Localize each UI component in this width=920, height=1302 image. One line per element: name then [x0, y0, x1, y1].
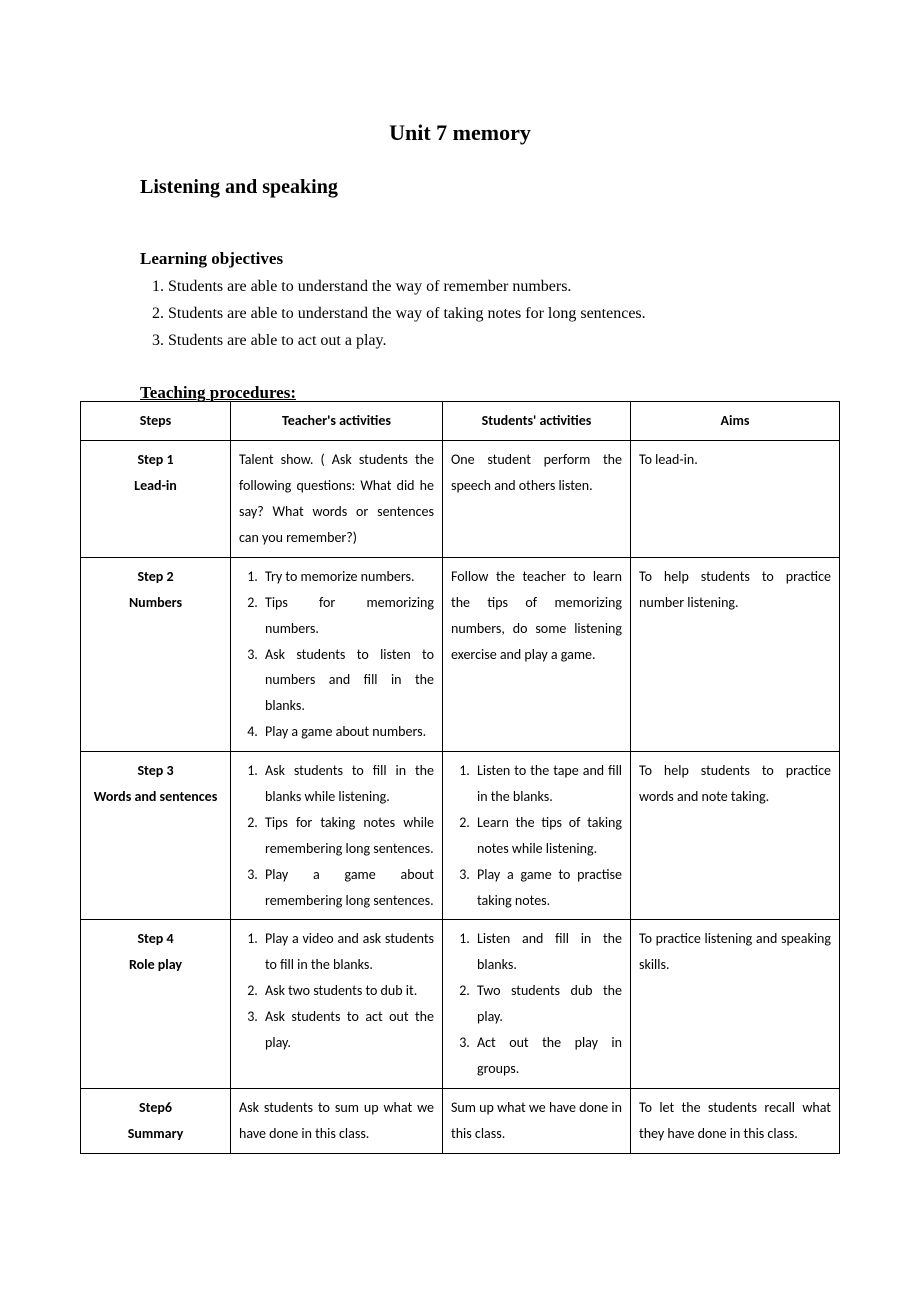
list-item: Two students dub the play.: [473, 978, 622, 1030]
students-cell: One student perform the speech and other…: [443, 441, 631, 558]
teacher-cell: Try to memorize numbers. Tips for memori…: [231, 557, 443, 751]
step-cell: Step 3 Words and sentences: [81, 752, 231, 920]
aims-cell: To help students to practice number list…: [631, 557, 840, 751]
step-name: Role play: [89, 952, 222, 978]
students-cell: Listen to the tape and fill in the blank…: [443, 752, 631, 920]
step-cell: Step 1 Lead-in: [81, 441, 231, 558]
procedures-heading: Teaching procedures:: [140, 383, 840, 403]
list-item: Play a video and ask students to fill in…: [261, 926, 434, 978]
students-cell: Follow the teacher to learn the tips of …: [443, 557, 631, 751]
table-row: Step6 Summary Ask students to sum up wha…: [81, 1088, 840, 1153]
aims-cell: To let the students recall what they hav…: [631, 1088, 840, 1153]
list-item: Play a game about remembering long sente…: [261, 862, 434, 914]
students-cell: Sum up what we have done in this class.: [443, 1088, 631, 1153]
step-number: Step6: [89, 1095, 222, 1121]
table-row: Step 4 Role play Play a video and ask st…: [81, 920, 840, 1088]
objective-item: Students are able to understand the way …: [168, 275, 840, 300]
step-name: Summary: [89, 1121, 222, 1147]
table-row: Step 2 Numbers Try to memorize numbers. …: [81, 557, 840, 751]
aims-cell: To help students to practice words and n…: [631, 752, 840, 920]
unit-title: Unit 7 memory: [80, 120, 840, 146]
step-number: Step 4: [89, 926, 222, 952]
teacher-cell: Ask students to sum up what we have done…: [231, 1088, 443, 1153]
objective-item: Students are able to act out a play.: [168, 329, 840, 354]
list-item: Listen to the tape and fill in the blank…: [473, 758, 622, 810]
list-item: Tips for taking notes while remembering …: [261, 810, 434, 862]
list-item: Play a game to practise taking notes.: [473, 862, 622, 914]
step-cell: Step6 Summary: [81, 1088, 231, 1153]
students-list: Listen to the tape and fill in the blank…: [451, 758, 622, 913]
step-cell: Step 2 Numbers: [81, 557, 231, 751]
step-number: Step 3: [89, 758, 222, 784]
step-name: Lead-in: [89, 473, 222, 499]
header-teacher: Teacher's activities: [231, 402, 443, 441]
step-number: Step 2: [89, 564, 222, 590]
list-item: Ask students to listen to numbers and fi…: [261, 642, 434, 720]
list-item: Try to memorize numbers.: [261, 564, 434, 590]
teacher-cell: Play a video and ask students to fill in…: [231, 920, 443, 1088]
teacher-list: Try to memorize numbers. Tips for memori…: [239, 564, 434, 745]
list-item: Act out the play in groups.: [473, 1030, 622, 1082]
list-item: Play a game about numbers.: [261, 719, 434, 745]
table-header-row: Steps Teacher's activities Students' act…: [81, 402, 840, 441]
header-aims: Aims: [631, 402, 840, 441]
list-item: Ask two students to dub it.: [261, 978, 434, 1004]
step-name: Words and sentences: [89, 784, 222, 810]
objective-item: Students are able to understand the way …: [168, 302, 840, 327]
teacher-list: Ask students to fill in the blanks while…: [239, 758, 434, 913]
list-item: Listen and fill in the blanks.: [473, 926, 622, 978]
students-list: Listen and fill in the blanks. Two stude…: [451, 926, 622, 1081]
list-item: Ask students to act out the play.: [261, 1004, 434, 1056]
header-steps: Steps: [81, 402, 231, 441]
step-name: Numbers: [89, 590, 222, 616]
teacher-list: Play a video and ask students to fill in…: [239, 926, 434, 1055]
document-page: Unit 7 memory Listening and speaking Lea…: [0, 0, 920, 1302]
section-title: Listening and speaking: [140, 176, 840, 199]
table-row: Step 1 Lead-in Talent show. ( Ask studen…: [81, 441, 840, 558]
list-item: Ask students to fill in the blanks while…: [261, 758, 434, 810]
objectives-heading: Learning objectives: [140, 249, 840, 269]
header-students: Students' activities: [443, 402, 631, 441]
teacher-cell: Ask students to fill in the blanks while…: [231, 752, 443, 920]
table-row: Step 3 Words and sentences Ask students …: [81, 752, 840, 920]
list-item: Learn the tips of taking notes while lis…: [473, 810, 622, 862]
step-number: Step 1: [89, 447, 222, 473]
objectives-list: Students are able to understand the way …: [140, 275, 840, 353]
step-cell: Step 4 Role play: [81, 920, 231, 1088]
list-item: Tips for memorizing numbers.: [261, 590, 434, 642]
procedures-table: Steps Teacher's activities Students' act…: [80, 401, 840, 1153]
aims-cell: To practice listening and speaking skill…: [631, 920, 840, 1088]
students-cell: Listen and fill in the blanks. Two stude…: [443, 920, 631, 1088]
teacher-cell: Talent show. ( Ask students the followin…: [231, 441, 443, 558]
aims-cell: To lead-in.: [631, 441, 840, 558]
